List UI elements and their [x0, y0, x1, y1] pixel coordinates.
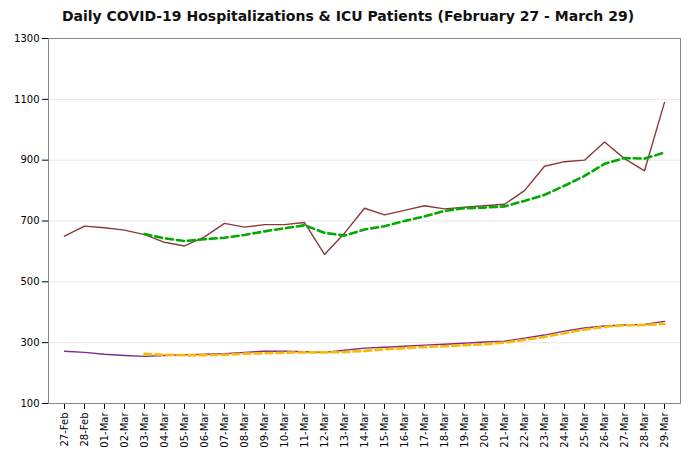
svg-text:21-Mar: 21-Mar	[499, 412, 510, 448]
svg-text:15-Mar: 15-Mar	[379, 412, 390, 448]
svg-text:05-Mar: 05-Mar	[179, 412, 190, 448]
svg-text:500: 500	[20, 276, 39, 287]
html-text:Daily COVID-19 Hospitalization: Daily COVID-19 Hospitalizations & ICU Pa…	[61, 8, 635, 24]
svg-text:29-Mar: 29-Mar	[659, 412, 670, 448]
svg-text:01-Mar: 01-Mar	[99, 412, 110, 448]
svg-text:06-Mar: 06-Mar	[199, 412, 210, 448]
svg-text:16-Mar: 16-Mar	[399, 412, 410, 448]
svg-text:12-Mar: 12-Mar	[319, 412, 330, 448]
svg-text:14-Mar: 14-Mar	[359, 412, 370, 448]
svg-text:08-Mar: 08-Mar	[239, 412, 250, 448]
svg-text:28-Mar: 28-Mar	[639, 412, 650, 448]
svg-text:07-Mar: 07-Mar	[219, 412, 230, 448]
svg-text:300: 300	[20, 337, 39, 348]
svg-text:13-Mar: 13-Mar	[339, 412, 350, 448]
svg-text:04-Mar: 04-Mar	[159, 412, 170, 448]
svg-text:02-Mar: 02-Mar	[119, 412, 130, 448]
svg-text:27-Feb: 27-Feb	[59, 413, 70, 447]
svg-text:09-Mar: 09-Mar	[259, 412, 270, 448]
svg-text:25-Mar: 25-Mar	[579, 412, 590, 448]
svg-text:03-Mar: 03-Mar	[139, 412, 150, 448]
svg-text:11-Mar: 11-Mar	[299, 412, 310, 448]
svg-text:18-Mar: 18-Mar	[439, 412, 450, 448]
svg-text:26-Mar: 26-Mar	[599, 412, 610, 448]
svg-text:27-Mar: 27-Mar	[619, 412, 630, 448]
svg-text:700: 700	[20, 215, 39, 226]
svg-text:1100: 1100	[14, 94, 39, 105]
svg-text:1300: 1300	[14, 33, 39, 44]
svg-text:23-Mar: 23-Mar	[539, 412, 550, 448]
svg-text:19-Mar: 19-Mar	[459, 412, 470, 448]
svg-text:28-Feb: 28-Feb	[79, 413, 90, 447]
svg-text:100: 100	[20, 398, 39, 409]
svg-text:24-Mar: 24-Mar	[559, 412, 570, 448]
svg-text:20-Mar: 20-Mar	[479, 412, 490, 448]
svg-text:22-Mar: 22-Mar	[519, 412, 530, 448]
svg-text:900: 900	[20, 154, 39, 165]
svg-text:10-Mar: 10-Mar	[279, 412, 290, 448]
svg-text:17-Mar: 17-Mar	[419, 412, 430, 448]
